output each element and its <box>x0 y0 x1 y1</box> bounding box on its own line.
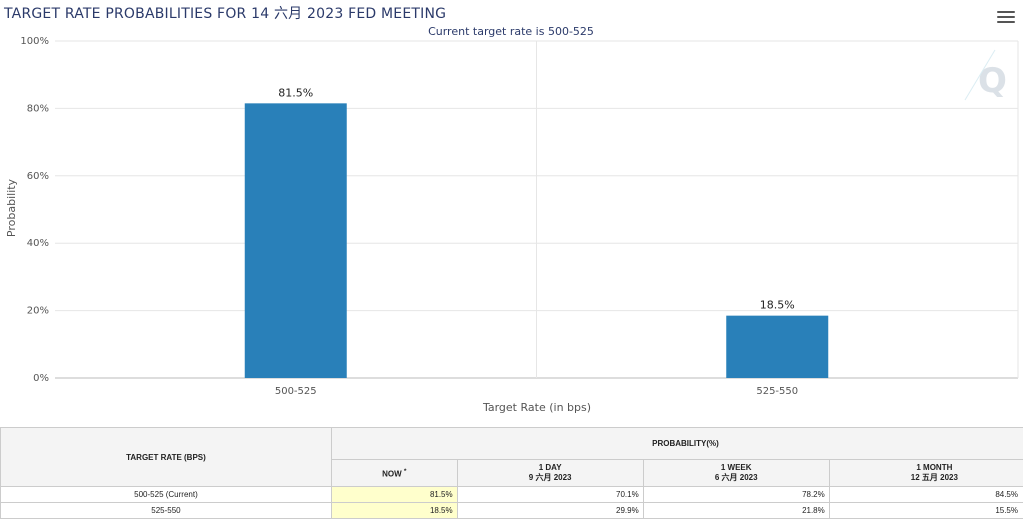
y-tick-label: 80% <box>27 103 49 114</box>
hamburger-menu-icon[interactable] <box>997 11 1015 25</box>
now-header: NOW * <box>330 459 458 487</box>
row-day: 29.9% <box>456 502 644 519</box>
row-day: 70.1% <box>456 486 644 503</box>
row-rate: 525-550 <box>0 502 332 519</box>
probability-table-wrapper: TARGET RATE (BPS) PROBABILITY(%) NOW * 1… <box>0 427 1023 524</box>
y-tick-label: 20% <box>27 306 49 317</box>
data-labels: 81.5% 18.5% <box>278 86 794 311</box>
probability-header: PROBABILITY(%) <box>330 427 1023 460</box>
y-tick-label: 60% <box>27 171 49 182</box>
y-tick-label: 0% <box>33 373 49 384</box>
x-tick-label: 525-550 <box>756 386 798 397</box>
probability-table: TARGET RATE (BPS) PROBABILITY(%) NOW * 1… <box>0 427 1023 519</box>
data-label: 81.5% <box>278 86 313 99</box>
chart-subtitle: Current target rate is 500-525 <box>428 25 594 38</box>
data-label: 18.5% <box>760 299 795 312</box>
y-tick-label: 100% <box>20 36 49 47</box>
y-axis-ticks: 0% 20% 40% 60% 80% 100% <box>20 36 49 384</box>
bar-chart: Current target rate is 500-525 0% 20% 40% 6… <box>5 25 1019 414</box>
svg-text:Q: Q <box>978 61 1007 101</box>
target-rate-header: TARGET RATE (BPS) <box>0 427 332 487</box>
row-now: 81.5% <box>330 486 458 503</box>
row-week: 21.8% <box>642 502 830 519</box>
one-month-header: 1 MONTH 12 五月 2023 <box>828 459 1023 487</box>
bar <box>244 103 347 378</box>
grid <box>55 40 1019 379</box>
row-month: 15.5% <box>828 502 1023 519</box>
one-day-header: 1 DAY 9 六月 2023 <box>456 459 644 487</box>
x-axis-title: Target Rate (in bps) <box>482 401 591 414</box>
row-week: 78.2% <box>642 486 830 503</box>
bars <box>244 103 829 378</box>
x-axis-ticks: 500-525 525-550 <box>275 386 798 397</box>
row-rate: 500-525 (Current) <box>0 486 332 503</box>
table-row: 500-525 (Current) 81.5% 70.1% 78.2% 84.5… <box>0 486 1023 503</box>
table-row: 525-550 18.5% 29.9% 21.8% 15.5% <box>0 502 1023 519</box>
x-tick-label: 500-525 <box>275 386 317 397</box>
q-logo-icon: Q <box>964 49 1007 101</box>
y-tick-label: 40% <box>27 238 49 249</box>
y-axis-title: Probability <box>5 178 18 237</box>
bar <box>726 315 829 378</box>
one-week-header: 1 WEEK 6 六月 2023 <box>642 459 830 487</box>
chart-title: TARGET RATE PROBABILITIES FOR 14 六月 2023… <box>4 6 447 22</box>
row-now: 18.5% <box>330 502 458 519</box>
row-month: 84.5% <box>828 486 1023 503</box>
